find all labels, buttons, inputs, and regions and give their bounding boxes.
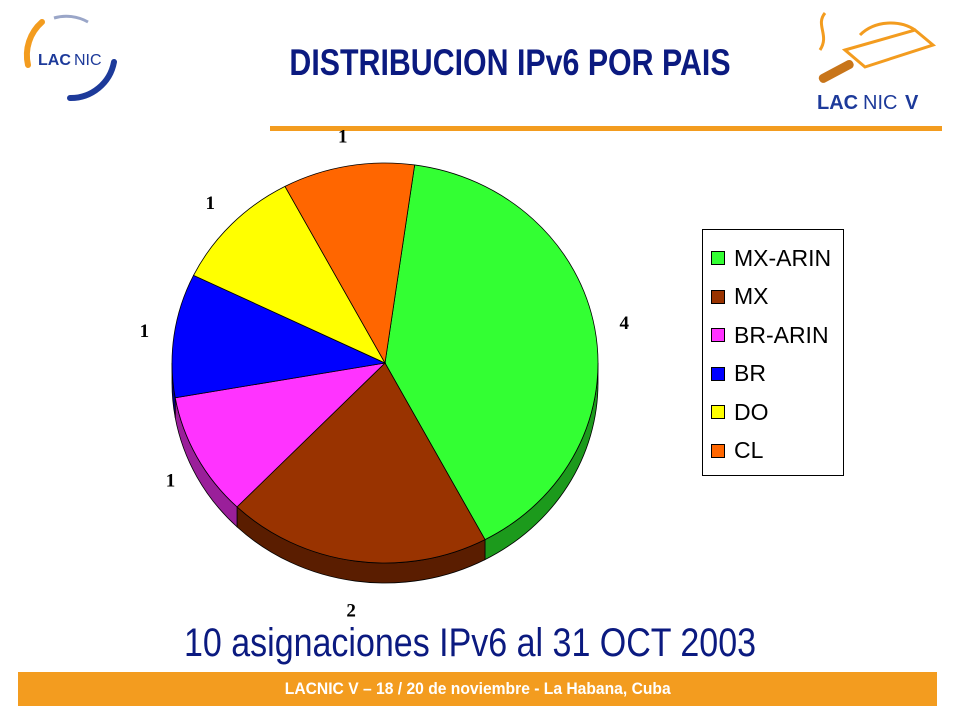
data-label-br-arin: 1 [166,470,176,491]
legend-label: CL [734,437,764,463]
legend-swatch [711,251,725,265]
page-title: DISTRIBUCION IPv6 POR PAIS [289,42,731,83]
legend-swatch [711,405,725,419]
data-label-cl: 1 [338,126,348,147]
legend-swatch [711,289,725,304]
pie-slices [171,162,599,564]
legend-item-cl: CL [711,435,763,467]
subtitle: 10 asignaciones IPv6 al 31 OCT 2003 [183,621,757,665]
lacnic-logo: LAC NIC [23,14,117,102]
pie-slice-mx [236,362,486,564]
legend-item-mx: MX [711,281,769,313]
legend-swatch [711,366,725,381]
pie-slice-br-arin [174,362,387,508]
data-label-mx-arin: 4 [620,313,630,334]
pie-slice-mx-arin [384,164,599,541]
svg-text:V: V [905,92,919,114]
legend-item-do: DO [711,396,769,428]
title-divider [270,126,942,131]
chart-legend: MX-ARIN MX BR-ARIN BR DO CL [702,229,844,476]
data-label-do: 1 [205,193,215,214]
legend-item-br: BR [711,358,766,390]
svg-text:NIC: NIC [863,92,897,114]
lacnic-v-logo: LAC NIC V [817,12,937,114]
pie-chart: 4 2 1 1 1 1 [140,126,630,620]
pie-data-labels: 4 2 1 1 1 1 [140,126,630,620]
legend-label: DO [734,398,769,425]
pie-slice-cl [284,162,416,365]
legend-item-br-arin: BR-ARIN [711,319,829,351]
footer-bar: LACNIC V – 18 / 20 de noviembre - La Hab… [18,672,937,706]
legend-swatch [711,443,725,458]
legend-label: MX-ARIN [734,244,832,271]
svg-text:LAC: LAC [38,52,71,69]
legend-label: MX [734,283,769,309]
legend-swatch [711,328,725,342]
legend-label: BR-ARIN [734,321,829,348]
legend-label: BR [734,360,766,386]
data-label-mx: 2 [346,601,356,620]
pie-slice-br [171,274,387,399]
pie-slice-do [193,185,386,364]
legend-item-mx-arin: MX-ARIN [711,242,831,274]
data-label-br: 1 [140,321,150,342]
svg-text:NIC: NIC [74,52,102,69]
svg-text:LAC: LAC [817,92,858,114]
footer-text: LACNIC V – 18 / 20 de noviembre - La Hab… [284,679,671,698]
